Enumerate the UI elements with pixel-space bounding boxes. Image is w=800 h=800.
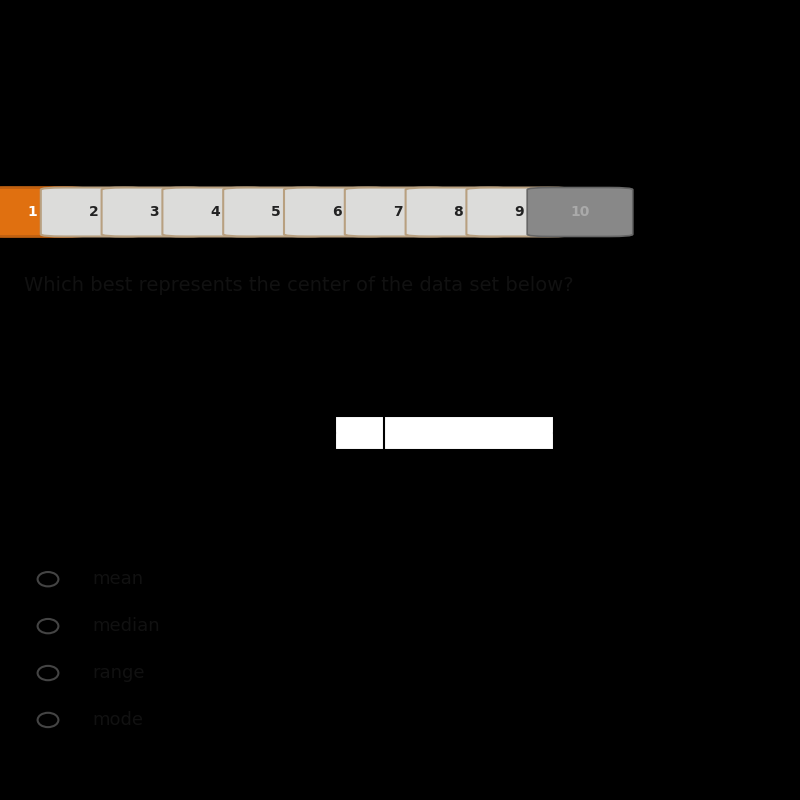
Text: 280: 280: [276, 483, 298, 494]
Bar: [335, 416, 554, 450]
Text: 7: 7: [393, 205, 402, 219]
Text: 2: 2: [89, 205, 98, 219]
FancyBboxPatch shape: [41, 187, 146, 237]
Text: 4: 4: [210, 205, 220, 219]
Text: 1: 1: [28, 205, 38, 219]
Text: 260: 260: [228, 483, 249, 494]
Text: 9: 9: [514, 205, 524, 219]
Text: 320: 320: [373, 483, 394, 494]
Text: 220: 220: [130, 483, 152, 494]
Text: 340: 340: [422, 483, 443, 494]
Text: Which best represents the center of the data set below?: Which best represents the center of the …: [24, 275, 574, 294]
Text: 8: 8: [454, 205, 463, 219]
Text: 6: 6: [332, 205, 342, 219]
Text: range: range: [92, 664, 145, 682]
Text: 10: 10: [570, 205, 590, 219]
FancyBboxPatch shape: [345, 187, 450, 237]
FancyBboxPatch shape: [162, 187, 268, 237]
Text: mean: mean: [92, 570, 143, 588]
Text: 380: 380: [518, 483, 540, 494]
Text: mode: mode: [92, 711, 143, 729]
FancyBboxPatch shape: [102, 187, 207, 237]
FancyBboxPatch shape: [284, 187, 390, 237]
Text: 360: 360: [470, 483, 491, 494]
Text: Average Monthly Grocery Bill: Average Monthly Grocery Bill: [287, 509, 529, 527]
FancyBboxPatch shape: [466, 187, 572, 237]
Text: 420: 420: [616, 483, 637, 494]
FancyBboxPatch shape: [223, 187, 329, 237]
FancyBboxPatch shape: [406, 187, 511, 237]
Text: 300: 300: [325, 483, 346, 494]
Text: 440: 440: [664, 483, 686, 494]
Text: 400: 400: [567, 483, 588, 494]
Text: 240: 240: [179, 483, 200, 494]
Text: median: median: [92, 617, 160, 635]
Text: 5: 5: [271, 205, 281, 219]
FancyBboxPatch shape: [527, 187, 633, 237]
FancyBboxPatch shape: [0, 187, 86, 237]
Text: 3: 3: [150, 205, 159, 219]
